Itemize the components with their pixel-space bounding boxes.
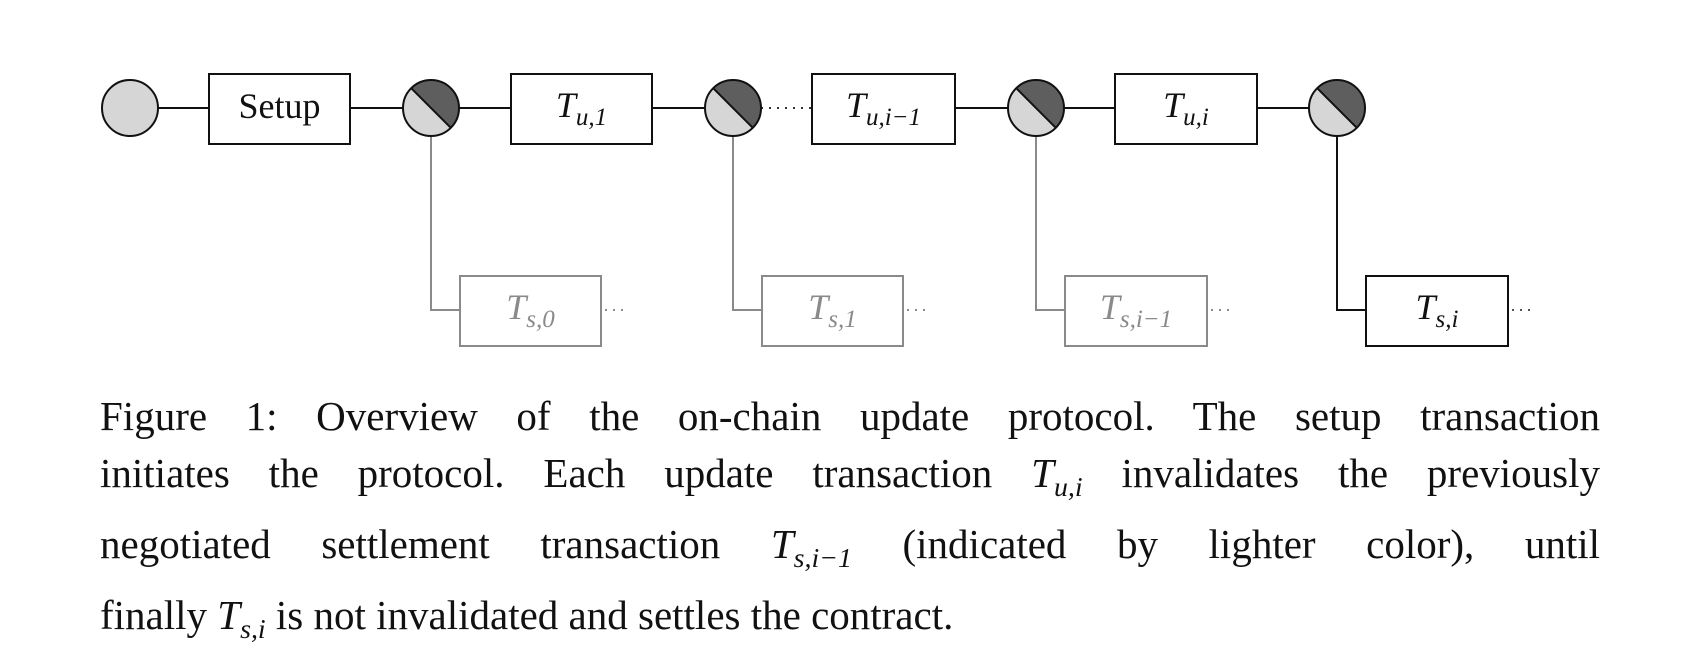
svg-text:Tu,i−1: Tu,i−1 [846, 85, 921, 131]
branch-node1-ts0 [430, 134, 460, 311]
start-node [101, 79, 159, 137]
settlement-tx-si: Ts,i [1365, 275, 1535, 347]
tx-base: T [1163, 85, 1186, 125]
caption-math-tsi: Ts,i [217, 591, 266, 645]
tx-base: T [1100, 287, 1123, 327]
caption-text: finally [100, 591, 218, 638]
branch-node2-ts1 [732, 134, 762, 311]
tx-sub: u,i−1 [866, 104, 921, 131]
branch-node4-tsi [1336, 134, 1366, 311]
svg-text:Ts,i−1: Ts,i−1 [1100, 287, 1172, 333]
branch-node3-tsi1 [1035, 134, 1065, 311]
update-node-4 [1308, 79, 1366, 137]
update-tx-ui-1: Tu,i−1 [811, 73, 956, 145]
svg-text:Tu,i: Tu,i [1163, 85, 1209, 131]
tx-sub: s,1 [828, 306, 856, 333]
update-node-1 [402, 79, 460, 137]
caption-line-3: negotiated settlement transaction Ts,i−1… [100, 516, 1600, 587]
tx-base: T [556, 85, 579, 125]
svg-text:Ts,0: Ts,0 [506, 287, 555, 333]
tx-sub: u,i [1183, 104, 1209, 131]
caption-text: (indicated by lighter color), until [851, 520, 1601, 567]
svg-text:Ts,1: Ts,1 [808, 287, 857, 333]
svg-text:Tu,1: Tu,1 [556, 85, 607, 131]
setup-box [208, 73, 351, 145]
caption-text: negotiated settlement transaction [100, 520, 771, 567]
update-tx-ui: Tu,i [1114, 73, 1258, 145]
update-tx-u1: Tu,1 [510, 73, 653, 145]
caption-text: initiates the protocol. Each update tran… [100, 450, 1032, 496]
tx-base: T [506, 287, 529, 327]
tx-base: T [1416, 287, 1439, 327]
caption-line-4: finally Ts,i is not invalidated and sett… [100, 587, 1600, 658]
settlement-branches [430, 134, 1366, 311]
caption-line-2: initiates the protocol. Each update tran… [100, 445, 1600, 516]
setup-transaction: Setup [208, 73, 351, 145]
caption-math-tsi1: Ts,i−1 [770, 520, 852, 574]
protocol-diagram: Setup Tu,1 Tu,i−1 [101, 73, 1535, 347]
update-node-3 [1007, 79, 1065, 137]
tx-sub: u,1 [576, 104, 607, 131]
caption-text: is not invalidated and settles the contr… [265, 591, 954, 638]
caption-line-1: Figure 1: Overview of the on-chain updat… [100, 393, 1600, 439]
svg-text:Ts,i: Ts,i [1416, 287, 1459, 333]
tx-base: T [808, 287, 831, 327]
update-node-2 [704, 79, 762, 137]
setup-label: Setup [238, 86, 320, 126]
caption-math-tui: Tu,i [1031, 450, 1083, 503]
tx-sub: s,i−1 [1120, 306, 1172, 333]
caption-text: invalidates the previously [1082, 450, 1600, 496]
tx-base: T [846, 85, 869, 125]
tx-sub: s,i [1436, 306, 1459, 333]
settlement-tx-s1: Ts,1 [761, 275, 930, 347]
settlement-tx-si-1: Ts,i−1 [1064, 275, 1234, 347]
tx-sub: s,0 [526, 306, 555, 333]
settlement-tx-s0: Ts,0 [459, 275, 628, 347]
figure-caption: Figure 1: Overview of the on-chain updat… [100, 388, 1600, 658]
